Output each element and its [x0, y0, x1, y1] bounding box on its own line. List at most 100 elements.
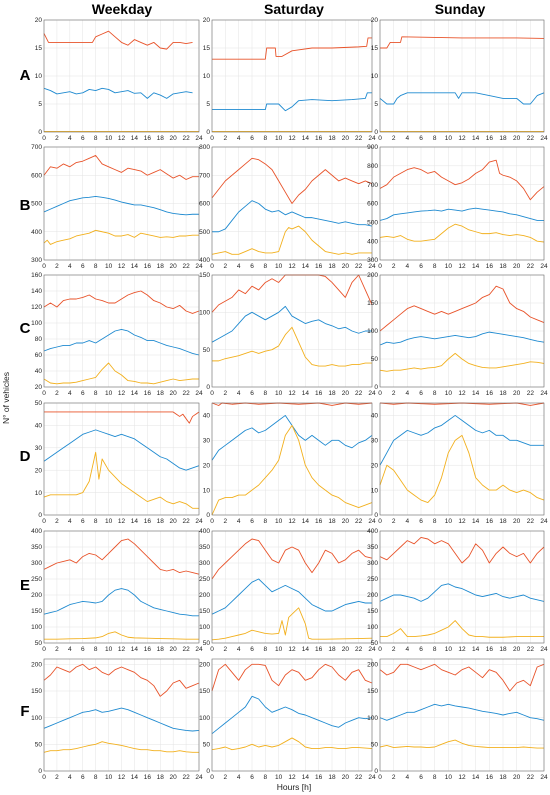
x-tick-label: 18: [328, 646, 336, 653]
x-tick-label: 6: [419, 263, 423, 270]
x-tick-label: 12: [288, 646, 296, 653]
x-tick-label: 16: [486, 263, 494, 270]
y-tick-label: 0: [206, 512, 210, 519]
x-tick-label: 14: [131, 646, 139, 653]
x-tick-label: 10: [105, 646, 113, 653]
y-tick-label: 5: [206, 101, 210, 108]
x-tick-label: 0: [378, 390, 382, 397]
x-tick-label: 2: [55, 390, 59, 397]
series-line-1: [379, 536, 545, 564]
panel-frame: [43, 274, 200, 388]
y-tick-label: 160: [31, 272, 42, 279]
x-tick-label: 16: [486, 774, 494, 781]
x-tick-label: 18: [157, 646, 165, 653]
x-tick-label: 0: [210, 646, 214, 653]
panel-frame: [211, 274, 373, 388]
y-tick-label: 80: [35, 336, 43, 343]
x-tick-label: 20: [342, 518, 350, 525]
row-label-e: E: [20, 577, 30, 594]
x-tick-label: 10: [445, 518, 453, 525]
x-tick-label: 6: [81, 646, 85, 653]
x-tick-label: 20: [513, 774, 521, 781]
x-tick-label: 20: [170, 390, 178, 397]
series-line-3: [44, 631, 199, 640]
panel-frame: [211, 658, 373, 772]
series-line-3: [211, 225, 372, 255]
x-tick-label: 24: [368, 390, 376, 397]
x-tick-label: 18: [157, 390, 165, 397]
series-line-1: [43, 30, 193, 50]
y-tick-label: 10: [35, 490, 43, 497]
x-tick-label: 22: [355, 135, 363, 142]
y-tick-label: 5: [374, 101, 378, 108]
x-tick-label: 20: [513, 646, 521, 653]
y-tick-label: 700: [199, 172, 210, 179]
panel-frame: [43, 402, 200, 516]
y-tick-label: 50: [203, 640, 211, 647]
x-tick-label: 6: [81, 518, 85, 525]
x-tick-label: 14: [472, 135, 480, 142]
y-tick-label: 50: [371, 742, 379, 749]
panel-frame: [379, 19, 545, 133]
y-tick-label: 15: [35, 45, 43, 52]
row-label-a: A: [20, 67, 31, 84]
x-tick-label: 22: [182, 135, 190, 142]
x-tick-label: 20: [170, 774, 178, 781]
y-tick-label: 20: [371, 462, 379, 469]
x-tick-label: 20: [170, 135, 178, 142]
x-tick-label: 14: [302, 135, 310, 142]
x-tick-label: 24: [195, 518, 203, 525]
series-line-3: [211, 424, 373, 516]
y-tick-label: 200: [199, 662, 210, 669]
x-tick-label: 12: [458, 774, 466, 781]
y-tick-label: 20: [35, 17, 43, 24]
y-tick-label: 50: [203, 347, 211, 354]
x-tick-label: 24: [540, 135, 548, 142]
x-tick-label: 16: [315, 646, 323, 653]
y-tick-label: 300: [367, 257, 378, 264]
x-tick-label: 6: [250, 263, 254, 270]
y-tick-label: 250: [199, 576, 210, 583]
y-tick-label: 20: [371, 17, 379, 24]
x-tick-label: 16: [144, 774, 152, 781]
y-tick-label: 400: [367, 528, 378, 535]
series-line-1: [380, 36, 545, 49]
x-tick-label: 4: [68, 263, 72, 270]
panel-frame: [379, 146, 545, 261]
series-line-2: [379, 207, 544, 221]
y-tick-label: 900: [367, 144, 378, 151]
x-tick-label: 8: [433, 774, 437, 781]
x-tick-label: 8: [94, 390, 98, 397]
x-tick-label: 24: [195, 263, 203, 270]
y-tick-label: 10: [371, 487, 379, 494]
row-label-d: D: [20, 448, 31, 465]
y-tick-label: 200: [367, 592, 378, 599]
x-tick-label: 4: [237, 135, 241, 142]
x-tick-label: 4: [237, 518, 241, 525]
x-tick-label: 14: [472, 518, 480, 525]
series-line-2: [379, 331, 545, 346]
x-tick-label: 6: [250, 774, 254, 781]
row-label-c: C: [20, 320, 31, 337]
panel-frame: [211, 19, 373, 133]
y-tick-label: 50: [35, 742, 43, 749]
y-tick-label: 400: [199, 528, 210, 535]
x-tick-label: 0: [210, 263, 214, 270]
y-tick-label: 10: [203, 487, 211, 494]
x-tick-label: 8: [433, 390, 437, 397]
y-tick-label: 140: [31, 288, 42, 295]
x-tick-label: 20: [170, 646, 178, 653]
x-tick-label: 4: [237, 646, 241, 653]
x-tick-label: 4: [406, 774, 410, 781]
x-tick-label: 4: [68, 774, 72, 781]
x-tick-label: 6: [250, 646, 254, 653]
row-label-b: B: [20, 197, 31, 214]
x-tick-label: 22: [355, 518, 363, 525]
x-tick-label: 16: [486, 646, 494, 653]
series-line-2: [43, 328, 200, 356]
y-tick-label: 700: [367, 182, 378, 189]
